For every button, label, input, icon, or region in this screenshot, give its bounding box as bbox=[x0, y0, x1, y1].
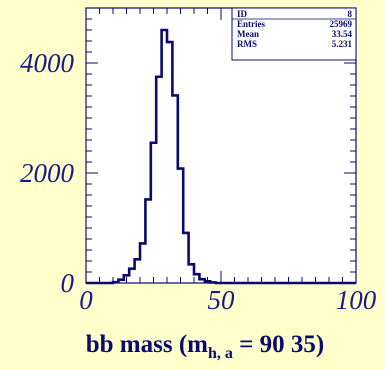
x-axis-title-subscript: h, a bbox=[208, 345, 233, 362]
stats-label: Entries bbox=[237, 19, 265, 29]
stats-label: ID bbox=[237, 9, 248, 19]
x-axis-title-tail: = 90 35) bbox=[232, 331, 325, 358]
y-tick-label: 4000 bbox=[20, 48, 75, 78]
x-tick-label: 0 bbox=[79, 285, 93, 315]
stats-box-frame bbox=[231, 7, 357, 61]
histogram-line bbox=[86, 28, 356, 285]
x-axis-title: bb mass (mh, a = 90 35) bbox=[85, 331, 325, 363]
x-tick-label: 100 bbox=[336, 285, 377, 315]
x-tick-label: 50 bbox=[208, 285, 236, 315]
y-tick-label: 0 bbox=[61, 268, 75, 298]
stats-label: RMS bbox=[237, 39, 257, 49]
stats-value: 25969 bbox=[330, 19, 353, 29]
x-axis-title-main: bb mass (m bbox=[85, 331, 208, 358]
stats-value: 33.54 bbox=[332, 29, 353, 39]
stats-box: ID 8 Entries 25969 Mean 33.54 RMS 5.231 bbox=[231, 7, 357, 61]
stats-value: 5.231 bbox=[332, 39, 353, 49]
x-axis: 0 50 100 bbox=[79, 8, 377, 315]
stats-value: 8 bbox=[348, 9, 353, 19]
y-axis: 0 2000 4000 bbox=[20, 7, 356, 298]
y-tick-label: 2000 bbox=[20, 158, 75, 188]
stats-label: Mean bbox=[237, 29, 259, 39]
